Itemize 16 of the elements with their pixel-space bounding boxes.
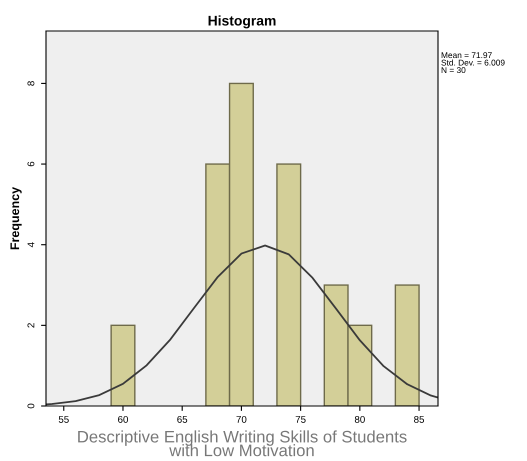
x-tick-label: 70 [236, 416, 246, 423]
x-tick-label: 85 [414, 416, 424, 423]
x-axis-title: Descriptive English Writing Skills of Students with Low Motivation [78, 430, 407, 456]
x-tick-label: 65 [177, 416, 188, 423]
x-tick-label: 75 [296, 416, 306, 423]
y-tick-label: 2 [27, 323, 34, 328]
y-tick-label: 8 [27, 81, 34, 86]
x-tick-label: 80 [354, 416, 365, 423]
y-axis-title: Frequency [10, 186, 22, 250]
y-tick-label: 6 [27, 162, 34, 166]
chart-title: Histogram [208, 15, 276, 28]
x-tick-label: 55 [58, 416, 69, 423]
text: Mean = 71.97 Std. Dev. = 6.009 N = 30 [441, 52, 505, 74]
y-tick-label: 0 [27, 404, 34, 408]
x-tick-label: 60 [118, 416, 128, 423]
y-tick-label: 4 [28, 242, 34, 248]
